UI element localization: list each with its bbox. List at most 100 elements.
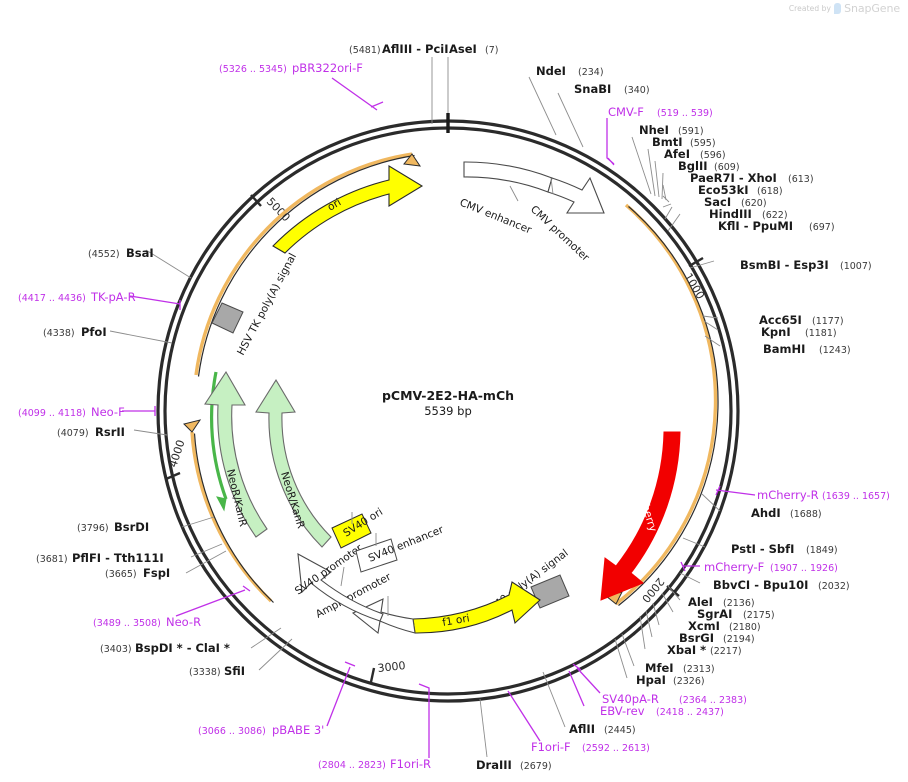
primer-label[interactable]: mCherry-F (1907 .. 1926) [704,560,838,574]
enzyme-label[interactable]: NdeI (234) [536,64,604,78]
enzyme-label[interactable]: (5481) AflIII - PciI [349,42,449,56]
enzyme-label[interactable]: (4338) PfoI [43,325,107,339]
enzyme-label[interactable]: SnaBI (340) [574,82,650,96]
enzyme-label[interactable]: NheI (591) [639,123,704,137]
enzyme-label[interactable]: AflII (2445) [569,722,636,736]
enzyme-name: AflII [569,722,595,736]
enzyme-position: (1177) [812,316,844,327]
enzyme-label[interactable]: (3796) BsrDI [77,520,149,534]
primer-name: Neo-F [91,405,125,419]
neo-green-thin-arc [209,371,228,512]
enzyme-name: PfoI [81,325,107,339]
enzyme-position: (1849) [806,545,838,556]
enzyme-name: SnaBI [574,82,611,96]
enzyme-position: (618) [757,186,783,197]
enzyme-position: (234) [578,67,604,78]
primer-leader-lines [122,77,756,758]
primer-name: pBR322ori-F [292,61,363,75]
enzyme-label[interactable]: (4079) RsrII [57,425,125,439]
primer-label[interactable]: (5326 .. 5345) pBR322ori-F [219,61,363,75]
primer-name: pBABE 3' [272,723,324,737]
enzyme-position: (3403) [100,644,132,655]
enzyme-position: (340) [624,85,650,96]
feature-cmv-promoter: CMV promoter [528,176,605,264]
plasmid-length: 5539 bp [424,404,472,418]
feature-hsv-tk-polya-signal: HSV TK poly(A) signal [211,251,299,357]
primer-name: TK-pA-R [90,290,136,304]
enzyme-name: BglII [678,159,708,173]
enzyme-label[interactable]: (3665) FspI [105,566,170,580]
enzyme-label[interactable]: SacI (620) [704,195,767,209]
enzyme-name: AseI [449,42,477,56]
enzyme-label[interactable]: Acc65I (1177) [759,313,844,327]
enzyme-position: (2445) [604,725,636,736]
enzyme-label[interactable]: BglII (609) [678,159,740,173]
primer-label[interactable]: (2804 .. 2823) F1ori-R [318,757,431,771]
primer-name: mCherry-F [704,560,764,574]
enzyme-name: XcmI [688,619,720,633]
enzyme-position: (1181) [805,328,837,339]
enzyme-label[interactable]: MfeI (2313) [645,661,715,675]
tick-4000: 4000 [165,438,188,481]
enzyme-label[interactable]: BsmBI - Esp3I (1007) [740,258,872,272]
enzyme-name: SacI [704,195,731,209]
watermark-created-by: Created by [788,4,832,13]
primer-label[interactable]: SV40pA-R (2364 .. 2383) [602,692,747,706]
enzyme-label[interactable]: (3338) SfiI [189,664,245,678]
feature-ampr-promoter: AmpR promoter [314,571,416,635]
primer-label[interactable]: (4417 .. 4436) TK-pA-R [18,290,136,304]
enzyme-name: DraIII [476,758,512,772]
plasmid-title-group: pCMV-2E2-HA-mCh 5539 bp [382,388,514,418]
enzyme-label[interactable]: SgrAI (2175) [697,607,775,621]
primer-label[interactable]: CMV-F (519 .. 539) [608,105,713,119]
enzyme-label[interactable]: PaeR7I - XhoI (613) [690,171,814,185]
primer-position: (4417 .. 4436) [18,293,86,304]
enzyme-label[interactable]: (3681) PflFI - Tth111I [36,551,164,565]
enzyme-name: NheI [639,123,669,137]
enzyme-position: (591) [678,126,704,137]
enzyme-label[interactable]: HindIII (622) [709,207,788,221]
enzyme-label[interactable]: XcmI (2180) [688,619,761,633]
enzyme-label[interactable]: BsrGI (2194) [679,631,755,645]
primer-label[interactable]: EBV-rev (2418 .. 2437) [600,704,724,718]
enzyme-position: (4338) [43,328,75,339]
enzyme-label[interactable]: DraIII (2679) [476,758,552,772]
enzyme-name: SgrAI [697,607,732,621]
enzyme-label[interactable]: KflI - PpuMI (697) [718,219,835,233]
primer-name: CMV-F [608,105,644,119]
enzyme-label[interactable]: BmtI (595) [652,135,716,149]
enzyme-position: (1688) [790,509,822,520]
enzyme-label[interactable]: (4552) BsaI [88,246,154,260]
primer-label[interactable]: mCherry-R (1639 .. 1657) [757,488,890,502]
primer-name: F1ori-R [390,757,431,771]
enzyme-label[interactable]: HpaI (2326) [636,673,705,687]
enzyme-label[interactable]: AseI (7) [449,42,498,56]
enzyme-label[interactable]: AhdI (1688) [751,506,822,520]
enzyme-label[interactable]: XbaI * (2217) [667,643,742,657]
enzyme-label[interactable]: BbvCI - Bpu10I (2032) [713,578,850,592]
enzyme-position: (1243) [819,345,851,356]
enzyme-name: PflFI - Tth111I [72,551,164,565]
enzyme-position: (7) [485,45,498,56]
enzyme-name: BamHI [763,342,805,356]
enzyme-name: AflIII - PciI [382,42,449,56]
snapgene-watermark: Created by SnapGene [789,2,900,15]
enzyme-name: BbvCI - Bpu10I [713,578,808,592]
enzyme-label[interactable]: KpnI (1181) [761,325,837,339]
primer-label[interactable]: (4099 .. 4118) Neo-F [18,405,125,419]
enzyme-name: FspI [143,566,170,580]
enzyme-name: BsmBI - Esp3I [740,258,829,272]
enzyme-label[interactable]: Eco53kI (618) [698,183,783,197]
enzyme-label[interactable]: (3403) BspDI * - ClaI * [100,641,230,655]
primer-label[interactable]: F1ori-F (2592 .. 2613) [531,740,650,754]
enzyme-label[interactable]: AfeI (596) [664,147,726,161]
enzyme-label[interactable]: PstI - SbfI (1849) [731,542,838,556]
enzyme-label[interactable]: BamHI (1243) [763,342,851,356]
primer-label[interactable]: (3066 .. 3086) pBABE 3' [198,723,324,737]
primer-name: mCherry-R [757,488,819,502]
enzyme-label[interactable]: AleI (2136) [688,595,755,609]
enzyme-labels: (5481) AflIII - PciI AseI (7) NdeI (234)… [36,42,872,772]
primer-label[interactable]: (3489 .. 3508) Neo-R [93,615,201,629]
enzyme-position: (2180) [729,622,761,633]
